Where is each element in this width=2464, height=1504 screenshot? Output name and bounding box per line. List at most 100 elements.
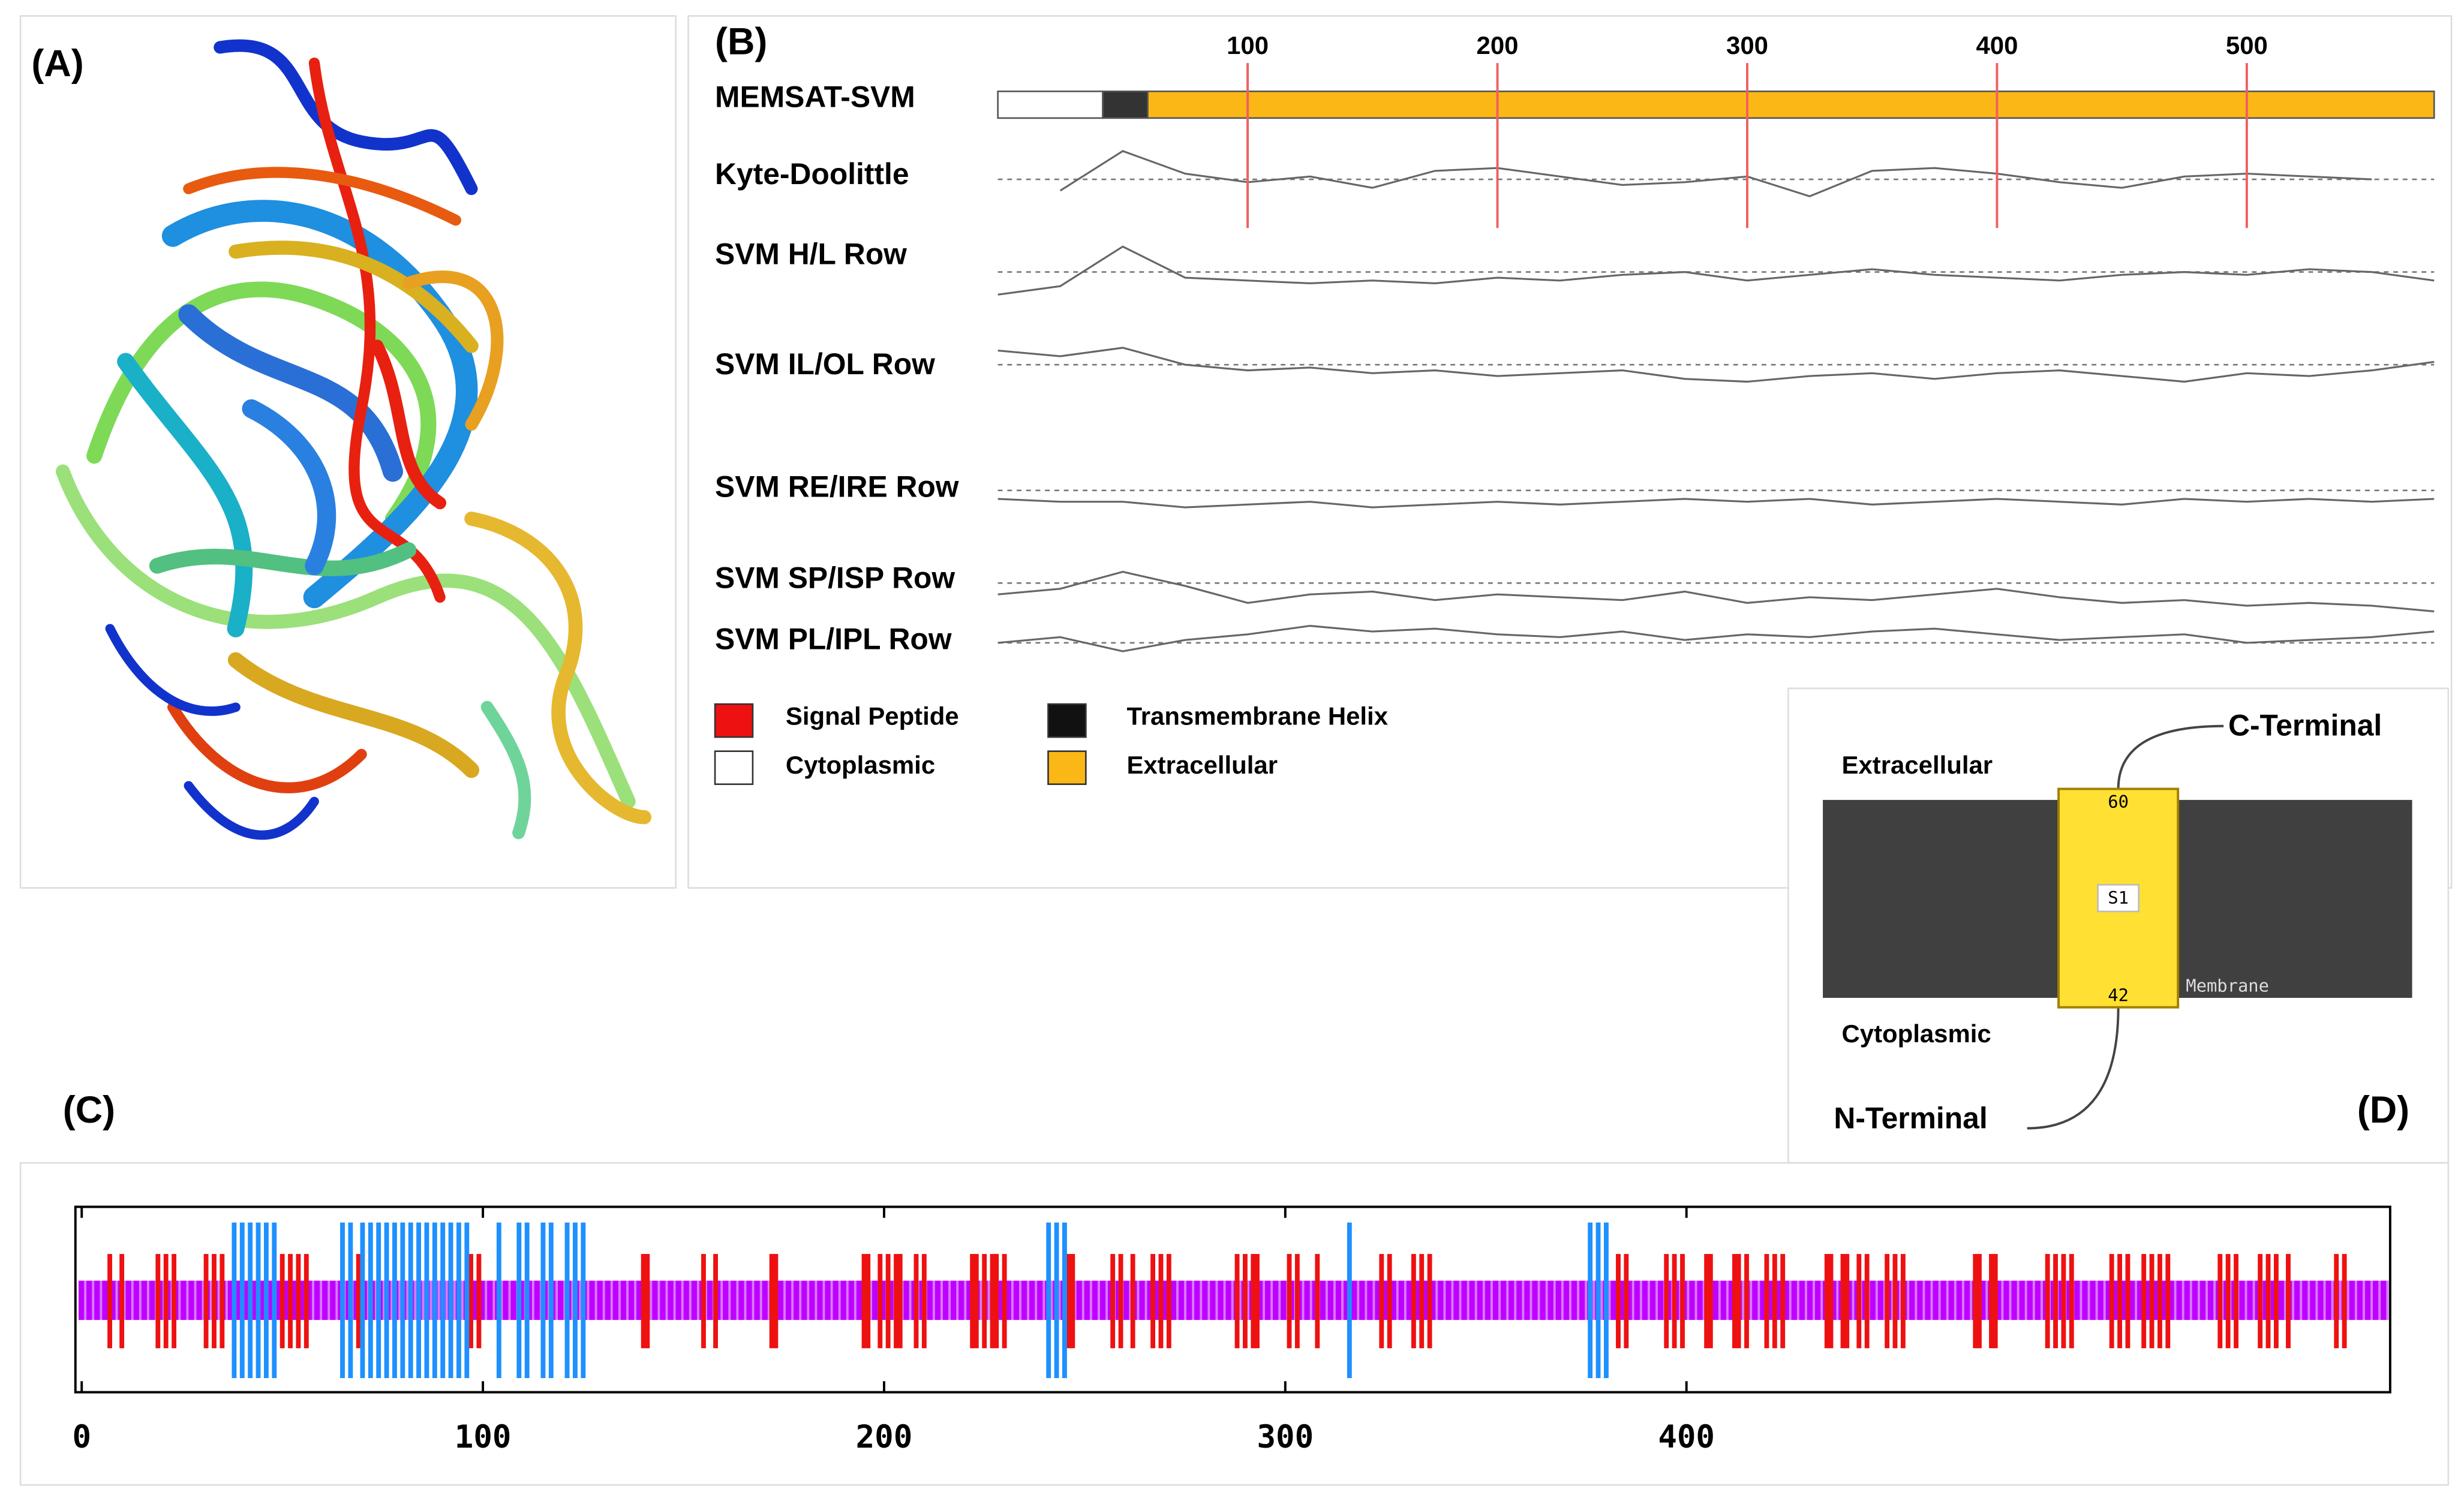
signal-bar	[1664, 1254, 1669, 1349]
profile-line	[997, 498, 2435, 509]
blue-bar	[1588, 1222, 1593, 1379]
row-label: SVM IL/OL Row	[715, 347, 935, 381]
signal-bar	[713, 1254, 718, 1349]
x-tick-label: 400	[1976, 31, 2018, 59]
blue-bar	[248, 1222, 253, 1379]
signal-bar	[1002, 1254, 1007, 1349]
signal-bar	[1764, 1254, 1769, 1349]
signal-bar	[1973, 1254, 1978, 1349]
blue-bar	[408, 1222, 413, 1379]
signal-bar	[1736, 1254, 1741, 1349]
signal-bar	[1704, 1254, 1709, 1349]
signal-bar	[356, 1254, 361, 1349]
signal-bar	[897, 1254, 903, 1349]
legend-label: Signal Peptide	[786, 702, 959, 730]
signal-bar	[1070, 1254, 1075, 1349]
signal-bar	[2258, 1254, 2263, 1349]
signal-bar	[1158, 1254, 1164, 1349]
signal-bar	[894, 1254, 899, 1349]
cytoplasmic-label: Cytoplasmic	[1842, 1019, 1991, 1048]
blue-bar	[1054, 1222, 1059, 1379]
blue-bar	[424, 1222, 429, 1379]
signal-bar	[2149, 1254, 2155, 1349]
signal-bar	[878, 1254, 883, 1349]
signal-bar	[982, 1254, 987, 1349]
blue-bar	[440, 1222, 446, 1379]
x-tick-label: 100	[1227, 31, 1269, 59]
signal-bar	[866, 1254, 871, 1349]
signal-bar	[861, 1254, 867, 1349]
signal-bar	[769, 1254, 774, 1349]
signal-bar	[1427, 1254, 1432, 1349]
profile-line	[997, 570, 2435, 613]
signal-bar	[2069, 1254, 2074, 1349]
signal-bar	[172, 1254, 177, 1349]
blue-bar	[1046, 1222, 1051, 1379]
signal-bar	[1118, 1254, 1123, 1349]
panel-c-frame	[19, 1162, 2450, 1486]
blue-bar	[573, 1222, 578, 1379]
signal-bar	[1066, 1254, 1071, 1349]
x-tick-label: 300	[1257, 1419, 1314, 1455]
blue-bar	[368, 1222, 373, 1379]
signal-bar	[990, 1254, 995, 1349]
memsat-segment	[1102, 91, 1149, 119]
signal-bar	[1411, 1254, 1416, 1349]
blue-bar	[496, 1222, 501, 1379]
signal-bar	[1255, 1254, 1260, 1349]
extracellular-label: Extracellular	[1842, 751, 1993, 779]
signal-bar	[2225, 1254, 2231, 1349]
profile-line	[1059, 150, 2372, 198]
helix-name: S1	[2108, 888, 2129, 908]
signal-bar	[155, 1254, 161, 1349]
blue-bar	[384, 1222, 389, 1379]
signal-bar	[1616, 1254, 1621, 1349]
signal-bar	[2061, 1254, 2066, 1349]
signal-bar	[973, 1254, 979, 1349]
n-terminal-label: N-Terminal	[1834, 1102, 1987, 1135]
x-tick-label: 500	[2226, 31, 2268, 59]
signal-bar	[1856, 1254, 1862, 1349]
x-tick-label: 200	[1477, 31, 1519, 59]
row-label: SVM PL/IPL Row	[715, 622, 952, 655]
signal-bar	[1150, 1254, 1156, 1349]
signal-bar	[288, 1254, 293, 1349]
signal-bar	[1419, 1254, 1425, 1349]
signal-bar	[2141, 1254, 2147, 1349]
signal-bar	[2234, 1254, 2238, 1349]
blue-bar	[456, 1222, 461, 1379]
helix-tag	[2097, 884, 2140, 913]
n-terminal-tail	[2027, 1007, 2120, 1130]
blue-bar	[272, 1222, 277, 1379]
signal-bar	[1732, 1254, 1737, 1349]
blue-bar	[548, 1222, 554, 1379]
signal-bar	[1242, 1254, 1248, 1349]
signal-bar	[1287, 1254, 1292, 1349]
blue-bar	[360, 1222, 365, 1379]
signal-bar	[1672, 1254, 1677, 1349]
blue-bar	[464, 1222, 470, 1379]
signal-bar	[468, 1254, 473, 1349]
signal-bar	[1294, 1254, 1300, 1349]
signal-bar	[1824, 1254, 1829, 1349]
blue-bar	[524, 1222, 530, 1379]
c-terminal-label: C-Terminal	[2228, 709, 2382, 742]
blue-bar	[432, 1222, 437, 1379]
signal-bar	[2273, 1254, 2279, 1349]
signal-bar	[773, 1254, 779, 1349]
panel-a-frame	[19, 15, 677, 889]
signal-bar	[1680, 1254, 1685, 1349]
signal-bar	[994, 1254, 999, 1349]
signal-bar	[1977, 1254, 1982, 1349]
signal-bar	[885, 1254, 891, 1349]
signal-bar	[1840, 1254, 1846, 1349]
signal-bar	[2265, 1254, 2271, 1349]
signal-bar	[1315, 1254, 1320, 1349]
signal-bar	[1993, 1254, 1998, 1349]
helix-end: 60	[2108, 792, 2129, 812]
signal-bar	[280, 1254, 285, 1349]
row-label: MEMSAT-SVM	[715, 80, 915, 114]
signal-bar	[2286, 1254, 2291, 1349]
